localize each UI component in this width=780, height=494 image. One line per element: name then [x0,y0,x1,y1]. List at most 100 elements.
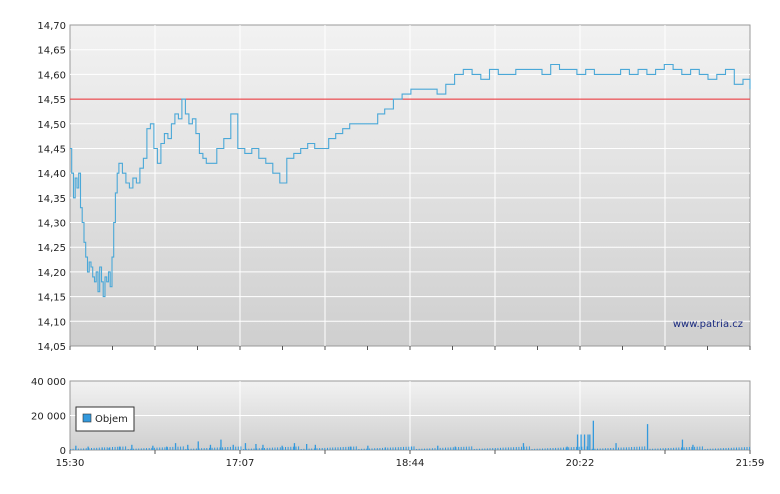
volume-bar-small [507,447,509,450]
volume-bar-small [397,447,399,450]
volume-bar-small [243,449,245,450]
volume-bar-small [707,448,709,450]
volume-bar-small [340,447,342,450]
volume-bar-small [229,446,231,450]
volume-bar [293,443,296,450]
volume-bar-small [324,447,326,450]
volume-bar-small [560,447,562,450]
volume-bar-small [319,448,321,450]
volume-bar-small [463,446,465,450]
volume-bar-small [576,446,578,450]
volume-bar [592,420,594,450]
volume-bar-small [80,448,82,450]
volume-bar-small [216,447,218,450]
volume-bar-small [481,448,483,450]
volume-bar-small [122,446,124,450]
volume-bar-small [473,449,475,450]
volume-bar-small [631,447,633,450]
volume-bar-small [408,446,410,450]
volume-bar-small [660,448,661,450]
volume-bar-small [418,448,420,450]
volume-bar-small [673,447,675,450]
volume-bar-small [424,448,425,450]
price-series-line [70,63,751,298]
volume-bar [587,434,589,450]
volume-bar-small [749,446,751,450]
volume-bar-small [119,446,121,450]
volume-bar-small [738,447,740,450]
x-tick-label: 21:59 [736,458,765,469]
volume-bar-small [321,448,323,450]
volume-bar-small [88,448,90,450]
volume-bar [232,444,234,450]
volume-bar-small [72,448,74,450]
volume-bar-small [219,447,221,450]
volume-bar-small [746,447,748,450]
volume-bar-small [329,447,331,450]
volume-bar-small [282,447,284,450]
volume-bar-small [198,448,200,450]
volume-bar-small [717,448,719,450]
volume-bar-small [539,448,541,450]
volume-bar-small [426,448,428,450]
volume-bar-small [227,447,229,450]
volume-bar-small [363,448,365,450]
volume-bar-small [452,447,454,450]
volume-bar-small [269,447,271,450]
volume-bar-small [471,446,473,450]
volume-bar-small [730,447,732,450]
volume-bar-small [620,447,622,450]
volume-legend-label: Objem [95,414,128,425]
volume-bar-small [570,447,572,450]
volume-bar-small [222,447,224,450]
volume-bar-small [691,446,693,450]
volume-bar-small [722,448,724,450]
volume-bar-small [264,448,265,450]
volume-bar [454,446,456,450]
volume-bar-small [70,449,71,450]
volume-bar-small [416,449,418,450]
volume-bar-small [292,446,294,450]
volume-bar-small [555,447,557,450]
volume-bar-small [542,448,543,450]
volume-bar-small [138,448,140,450]
volume-bar-small [505,447,507,450]
volume-bar-small [662,448,664,450]
volume-bar-small [633,446,635,450]
volume-bar-small [316,448,318,450]
volume-bar-small [502,447,504,450]
volume-bar-small [484,448,486,450]
volume-bar-small [670,447,672,450]
volume-bar-small [526,446,528,450]
volume-bar [187,444,189,450]
volume-bar [580,434,582,450]
volume-bar-small [85,448,87,450]
volume-bar-small [114,446,116,450]
volume-bar-small [164,447,166,450]
volume-bar [615,443,617,450]
volume-bar [522,443,525,450]
volume-bar-small [298,446,300,450]
volume-bar-small [387,447,389,450]
volume-bar-small [106,447,108,450]
volume-bar-small [578,446,580,450]
volume-bar [589,434,591,450]
volume-bar-small [77,448,79,450]
volume-bar-small [180,446,182,450]
volume-legend-swatch [82,413,92,423]
volume-bar [384,447,386,450]
volume-bar-small [358,449,360,450]
volume-bar [349,446,351,450]
volume-bar-small [353,446,355,450]
x-tick-label: 20:22 [566,458,595,469]
volume-bar-small [720,448,722,450]
volume-bar-small [308,448,310,450]
volume-bar [75,445,77,450]
volume-bar-small [591,448,593,450]
volume-panel: 0 20 000 40 000 15:30 17:07 18:44 20:22 21:59 Ob… [31,377,764,469]
volume-bar-small [521,446,522,450]
volume-bar-small [295,446,297,450]
volume-bar-small [405,446,407,450]
